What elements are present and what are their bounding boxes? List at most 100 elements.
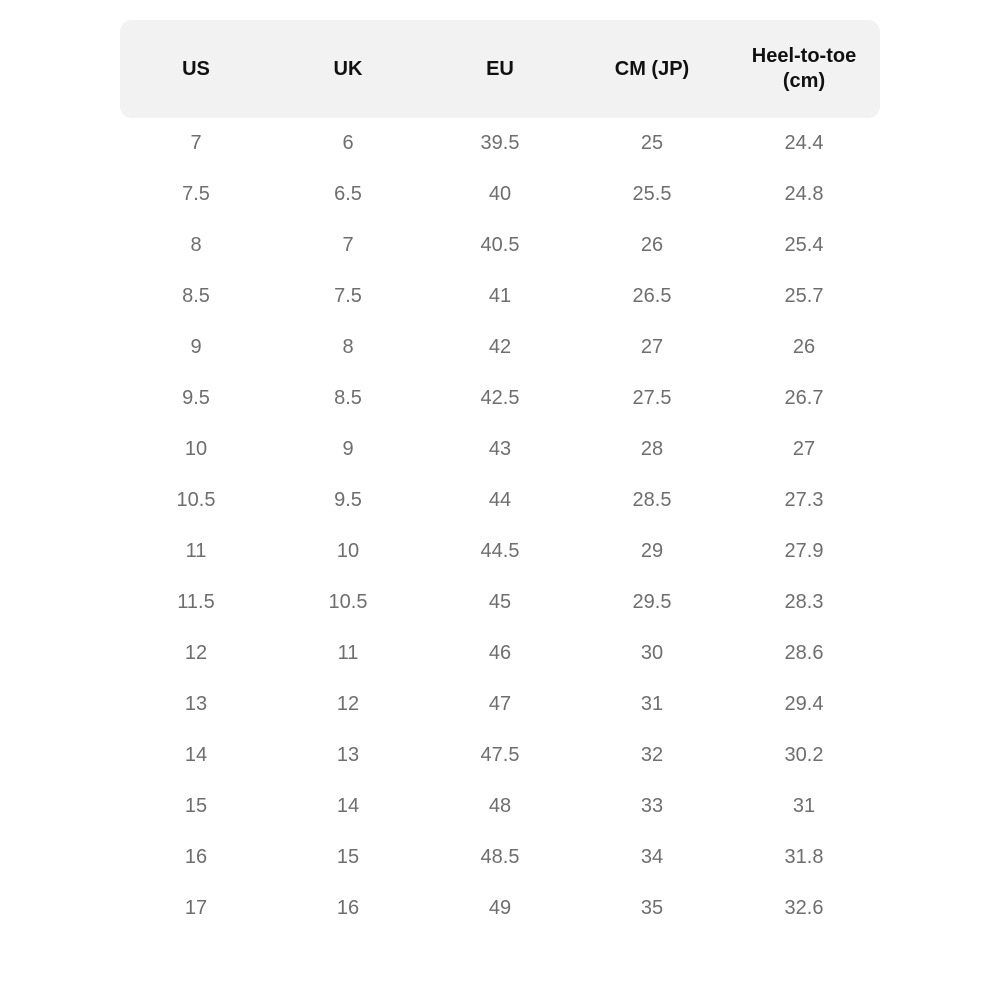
table-cell: 32.6 [728, 883, 880, 934]
table-cell: 6.5 [272, 169, 424, 220]
table-cell: 42 [424, 322, 576, 373]
size-table-head: US UK EU CM (JP) Heel-to-toe (cm) [120, 20, 880, 118]
table-cell: 14 [120, 730, 272, 781]
col-header-heeltoe: Heel-to-toe (cm) [728, 20, 880, 118]
table-cell: 27 [728, 424, 880, 475]
table-cell: 8.5 [272, 373, 424, 424]
table-cell: 33 [576, 781, 728, 832]
table-cell: 11.5 [120, 577, 272, 628]
table-cell: 27.5 [576, 373, 728, 424]
table-cell: 28.3 [728, 577, 880, 628]
col-header-uk: UK [272, 20, 424, 118]
table-cell: 7 [120, 118, 272, 169]
table-cell: 27.3 [728, 475, 880, 526]
table-cell: 47 [424, 679, 576, 730]
table-cell: 17 [120, 883, 272, 934]
table-cell: 40 [424, 169, 576, 220]
size-table-body: 7639.52524.47.56.54025.524.88740.52625.4… [120, 118, 880, 934]
table-cell: 14 [272, 781, 424, 832]
size-chart-container: US UK EU CM (JP) Heel-to-toe (cm) 7639.5… [0, 0, 1000, 954]
table-cell: 10 [272, 526, 424, 577]
table-cell: 35 [576, 883, 728, 934]
size-table-header-row: US UK EU CM (JP) Heel-to-toe (cm) [120, 20, 880, 118]
table-row: 8.57.54126.525.7 [120, 271, 880, 322]
table-row: 1514483331 [120, 781, 880, 832]
table-cell: 47.5 [424, 730, 576, 781]
table-cell: 12 [272, 679, 424, 730]
table-cell: 10.5 [272, 577, 424, 628]
table-cell: 48.5 [424, 832, 576, 883]
table-cell: 29.5 [576, 577, 728, 628]
table-cell: 16 [272, 883, 424, 934]
table-cell: 11 [272, 628, 424, 679]
table-cell: 27.9 [728, 526, 880, 577]
table-cell: 6 [272, 118, 424, 169]
table-cell: 8 [272, 322, 424, 373]
table-cell: 30 [576, 628, 728, 679]
table-cell: 13 [272, 730, 424, 781]
table-cell: 31 [576, 679, 728, 730]
table-cell: 34 [576, 832, 728, 883]
table-cell: 24.8 [728, 169, 880, 220]
table-cell: 26 [728, 322, 880, 373]
table-cell: 25 [576, 118, 728, 169]
table-cell: 9.5 [120, 373, 272, 424]
table-cell: 39.5 [424, 118, 576, 169]
table-cell: 41 [424, 271, 576, 322]
table-cell: 25.7 [728, 271, 880, 322]
table-cell: 9 [120, 322, 272, 373]
table-cell: 40.5 [424, 220, 576, 271]
table-row: 141347.53230.2 [120, 730, 880, 781]
table-cell: 31.8 [728, 832, 880, 883]
table-row: 1211463028.6 [120, 628, 880, 679]
table-cell: 31 [728, 781, 880, 832]
table-cell: 7.5 [120, 169, 272, 220]
table-row: 11.510.54529.528.3 [120, 577, 880, 628]
table-cell: 7 [272, 220, 424, 271]
table-cell: 45 [424, 577, 576, 628]
table-cell: 16 [120, 832, 272, 883]
table-row: 1716493532.6 [120, 883, 880, 934]
table-cell: 15 [272, 832, 424, 883]
col-header-cmjp: CM (JP) [576, 20, 728, 118]
size-table: US UK EU CM (JP) Heel-to-toe (cm) 7639.5… [120, 20, 880, 934]
table-row: 109432827 [120, 424, 880, 475]
table-cell: 42.5 [424, 373, 576, 424]
table-row: 9.58.542.527.526.7 [120, 373, 880, 424]
table-cell: 24.4 [728, 118, 880, 169]
table-cell: 13 [120, 679, 272, 730]
table-cell: 26.5 [576, 271, 728, 322]
col-header-us: US [120, 20, 272, 118]
table-cell: 8.5 [120, 271, 272, 322]
table-cell: 29 [576, 526, 728, 577]
table-cell: 48 [424, 781, 576, 832]
table-row: 7.56.54025.524.8 [120, 169, 880, 220]
table-cell: 9.5 [272, 475, 424, 526]
table-cell: 32 [576, 730, 728, 781]
table-cell: 26.7 [728, 373, 880, 424]
table-cell: 28 [576, 424, 728, 475]
table-cell: 44 [424, 475, 576, 526]
table-row: 8740.52625.4 [120, 220, 880, 271]
table-cell: 10.5 [120, 475, 272, 526]
table-cell: 25.4 [728, 220, 880, 271]
table-cell: 28.6 [728, 628, 880, 679]
table-cell: 15 [120, 781, 272, 832]
table-cell: 11 [120, 526, 272, 577]
table-cell: 29.4 [728, 679, 880, 730]
table-cell: 12 [120, 628, 272, 679]
table-row: 161548.53431.8 [120, 832, 880, 883]
table-row: 111044.52927.9 [120, 526, 880, 577]
table-cell: 25.5 [576, 169, 728, 220]
table-cell: 44.5 [424, 526, 576, 577]
table-row: 10.59.54428.527.3 [120, 475, 880, 526]
table-cell: 43 [424, 424, 576, 475]
table-cell: 7.5 [272, 271, 424, 322]
table-cell: 30.2 [728, 730, 880, 781]
table-cell: 27 [576, 322, 728, 373]
table-cell: 8 [120, 220, 272, 271]
table-cell: 10 [120, 424, 272, 475]
table-cell: 26 [576, 220, 728, 271]
col-header-eu: EU [424, 20, 576, 118]
table-cell: 46 [424, 628, 576, 679]
